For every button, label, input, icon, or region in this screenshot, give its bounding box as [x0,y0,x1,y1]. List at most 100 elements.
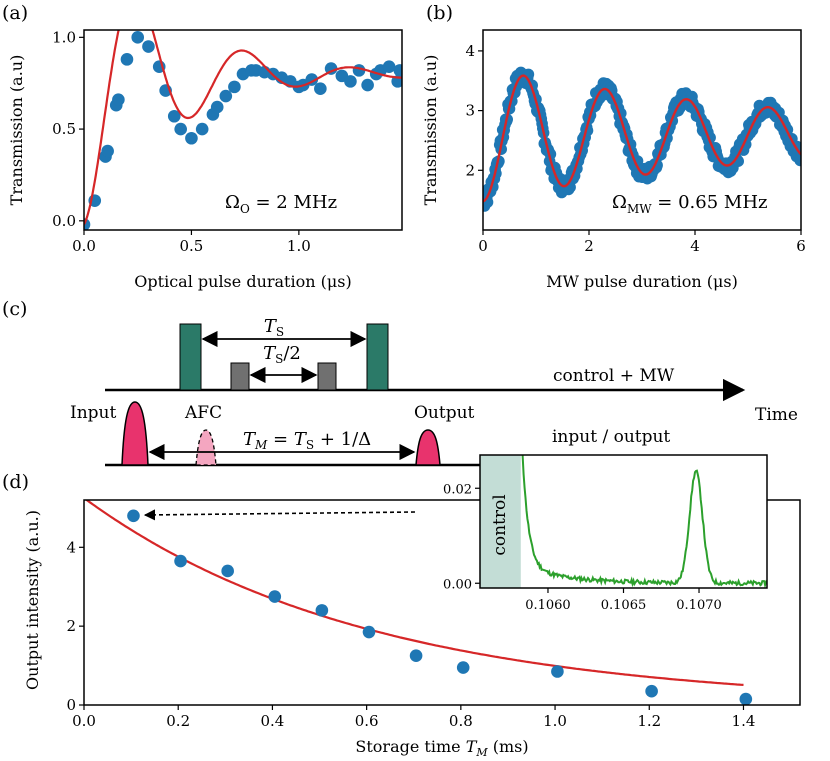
panel-a-ylabel: Transmission (a.u) [7,55,26,206]
inset-control-label: control [490,494,510,555]
inset-xtick-label: 0.1060 [525,598,571,613]
panel-b-ytick-label: 2 [465,161,475,179]
panel-label-d: (d) [2,471,29,493]
panel-a-ytick-label: 1.0 [52,28,76,46]
panel-a-data-point [382,60,396,73]
panel-a-xlabel: Optical pulse duration (μs) [134,272,351,291]
afc-label: AFC [184,403,222,423]
panel-a-data-point [361,78,374,92]
panel-d-xtick-label: 0.4 [260,712,284,730]
panel-d-data-point [362,625,376,639]
panel-d-data-point [315,604,329,617]
inset-xtick-label: 0.1070 [676,598,722,613]
panel-a-annotation: ΩO = 2 MHz [225,192,337,216]
output-pulse [415,429,441,466]
panel-a-data-point [120,53,134,66]
panel-a-plot-area [84,30,402,230]
panel-d-xtick-label: 0.2 [166,712,190,730]
panel-a-data-point [185,131,198,145]
ts-label: TS [264,316,284,339]
panel-b-xlabel: MW pulse duration (μs) [546,272,738,291]
panel-d-data-point [174,554,187,568]
panel-a-ytick-label: 0.0 [52,212,76,230]
panel-b-ylabel: Transmission (a.u) [421,55,440,206]
panel-b-plot-area [483,66,801,212]
panel-a-data-point [142,40,155,53]
control-mw-label: control + MW [553,366,675,386]
panel-d-data-point [127,509,140,523]
panel-d-ytick-label: 4 [66,538,76,556]
panel-d-xtick-label: 0.8 [449,712,473,730]
panel-label-c: (c) [2,298,27,320]
panel-d-plot-area [84,500,753,705]
inset-chart: ηM = 3.3% control0.10600.10650.10700.000… [443,454,768,613]
pulse-sequence-diagram: TS TS/2 control + MW Time Input AFC Outp… [70,316,798,467]
panel-a-chart: Optical pulse duration (μs) Transmission… [7,28,403,291]
panel-d-fit-curve [84,500,744,686]
panel-b-data-band [483,66,801,212]
time-label: Time [755,405,798,425]
ts-half-pulse-right [317,362,337,391]
panel-d-data-point [221,564,234,578]
panel-label-a: (a) [2,2,28,24]
inset-xtick-label: 0.1065 [601,598,647,613]
panel-a-data-point [167,109,181,123]
panel-b-xtick-label: 2 [584,237,594,255]
panel-d-xlabel: Storage time TM (ms) [355,737,528,759]
axes-frame [83,29,403,231]
afc-echo-pulse [195,429,217,466]
panel-d-ytick-label: 2 [66,617,76,635]
inset-plot-area [521,455,767,588]
input-output-label: input / output [552,427,670,447]
panel-a-data-point [195,122,209,136]
inset-signal-trace [521,455,767,588]
ts-pulse-left [179,323,202,391]
panel-d-data-point [645,684,658,698]
panel-d-ytick-label: 0 [66,696,76,714]
input-pulse [121,401,149,466]
ts-half-label: TS/2 [263,343,301,366]
panel-a-data-point [314,82,327,96]
input-label: Input [70,403,116,423]
panel-a-data-point [219,89,233,103]
panel-a-data-point [101,144,114,158]
panel-a-data-point [344,75,357,88]
panel-d-data-point [409,649,423,663]
tm-label: TM = TS + 1/Δ [243,429,371,452]
panel-d-data-point [739,692,753,705]
panel-b-data-point [794,154,801,167]
output-label: Output [414,403,475,423]
axes-frame [83,499,801,706]
panel-a-data-point [393,64,402,77]
panel-b-chart: MW pulse duration (μs) Transmission (a.u… [421,29,806,291]
inset-ytick-label: 0.02 [443,482,472,497]
ts-half-pulse-left [230,362,250,391]
panel-b-xtick-label: 4 [690,237,700,255]
panel-d-data-point [268,590,282,603]
panel-a-data-point [210,100,224,114]
panel-a-xtick-label: 0.5 [180,237,204,255]
panel-d-xtick-label: 1.4 [732,712,756,730]
panel-d-data-point [456,661,470,674]
panel-b-xtick-label: 6 [796,237,806,255]
panel-d-data-point [551,665,564,678]
panel-b-ytick-label: 4 [465,42,475,60]
inset-ytick-label: 0.00 [443,577,472,592]
panel-a-data-point [112,93,125,107]
panel-a-fit-curve [84,30,402,226]
panel-a-xtick-label: 1.0 [287,237,311,255]
panel-label-b: (b) [426,2,453,24]
panel-d-xtick-label: 0.6 [355,712,379,730]
panel-a-xtick-label: 0.0 [72,237,96,255]
panel-a-data-point [131,31,145,44]
inset-pointer-arrow [143,509,416,521]
panel-a-ytick-label: 0.5 [52,120,76,138]
panel-d-ylabel: Output intensity (a.u.) [23,510,42,690]
panel-d-xtick-label: 0.0 [72,712,96,730]
panel-a-data-point [174,122,187,136]
panel-b-xtick-label: 0 [478,237,488,255]
inset-control-region [480,455,521,588]
panel-d-xtick-label: 1.0 [543,712,567,730]
axes-frame [482,29,802,231]
